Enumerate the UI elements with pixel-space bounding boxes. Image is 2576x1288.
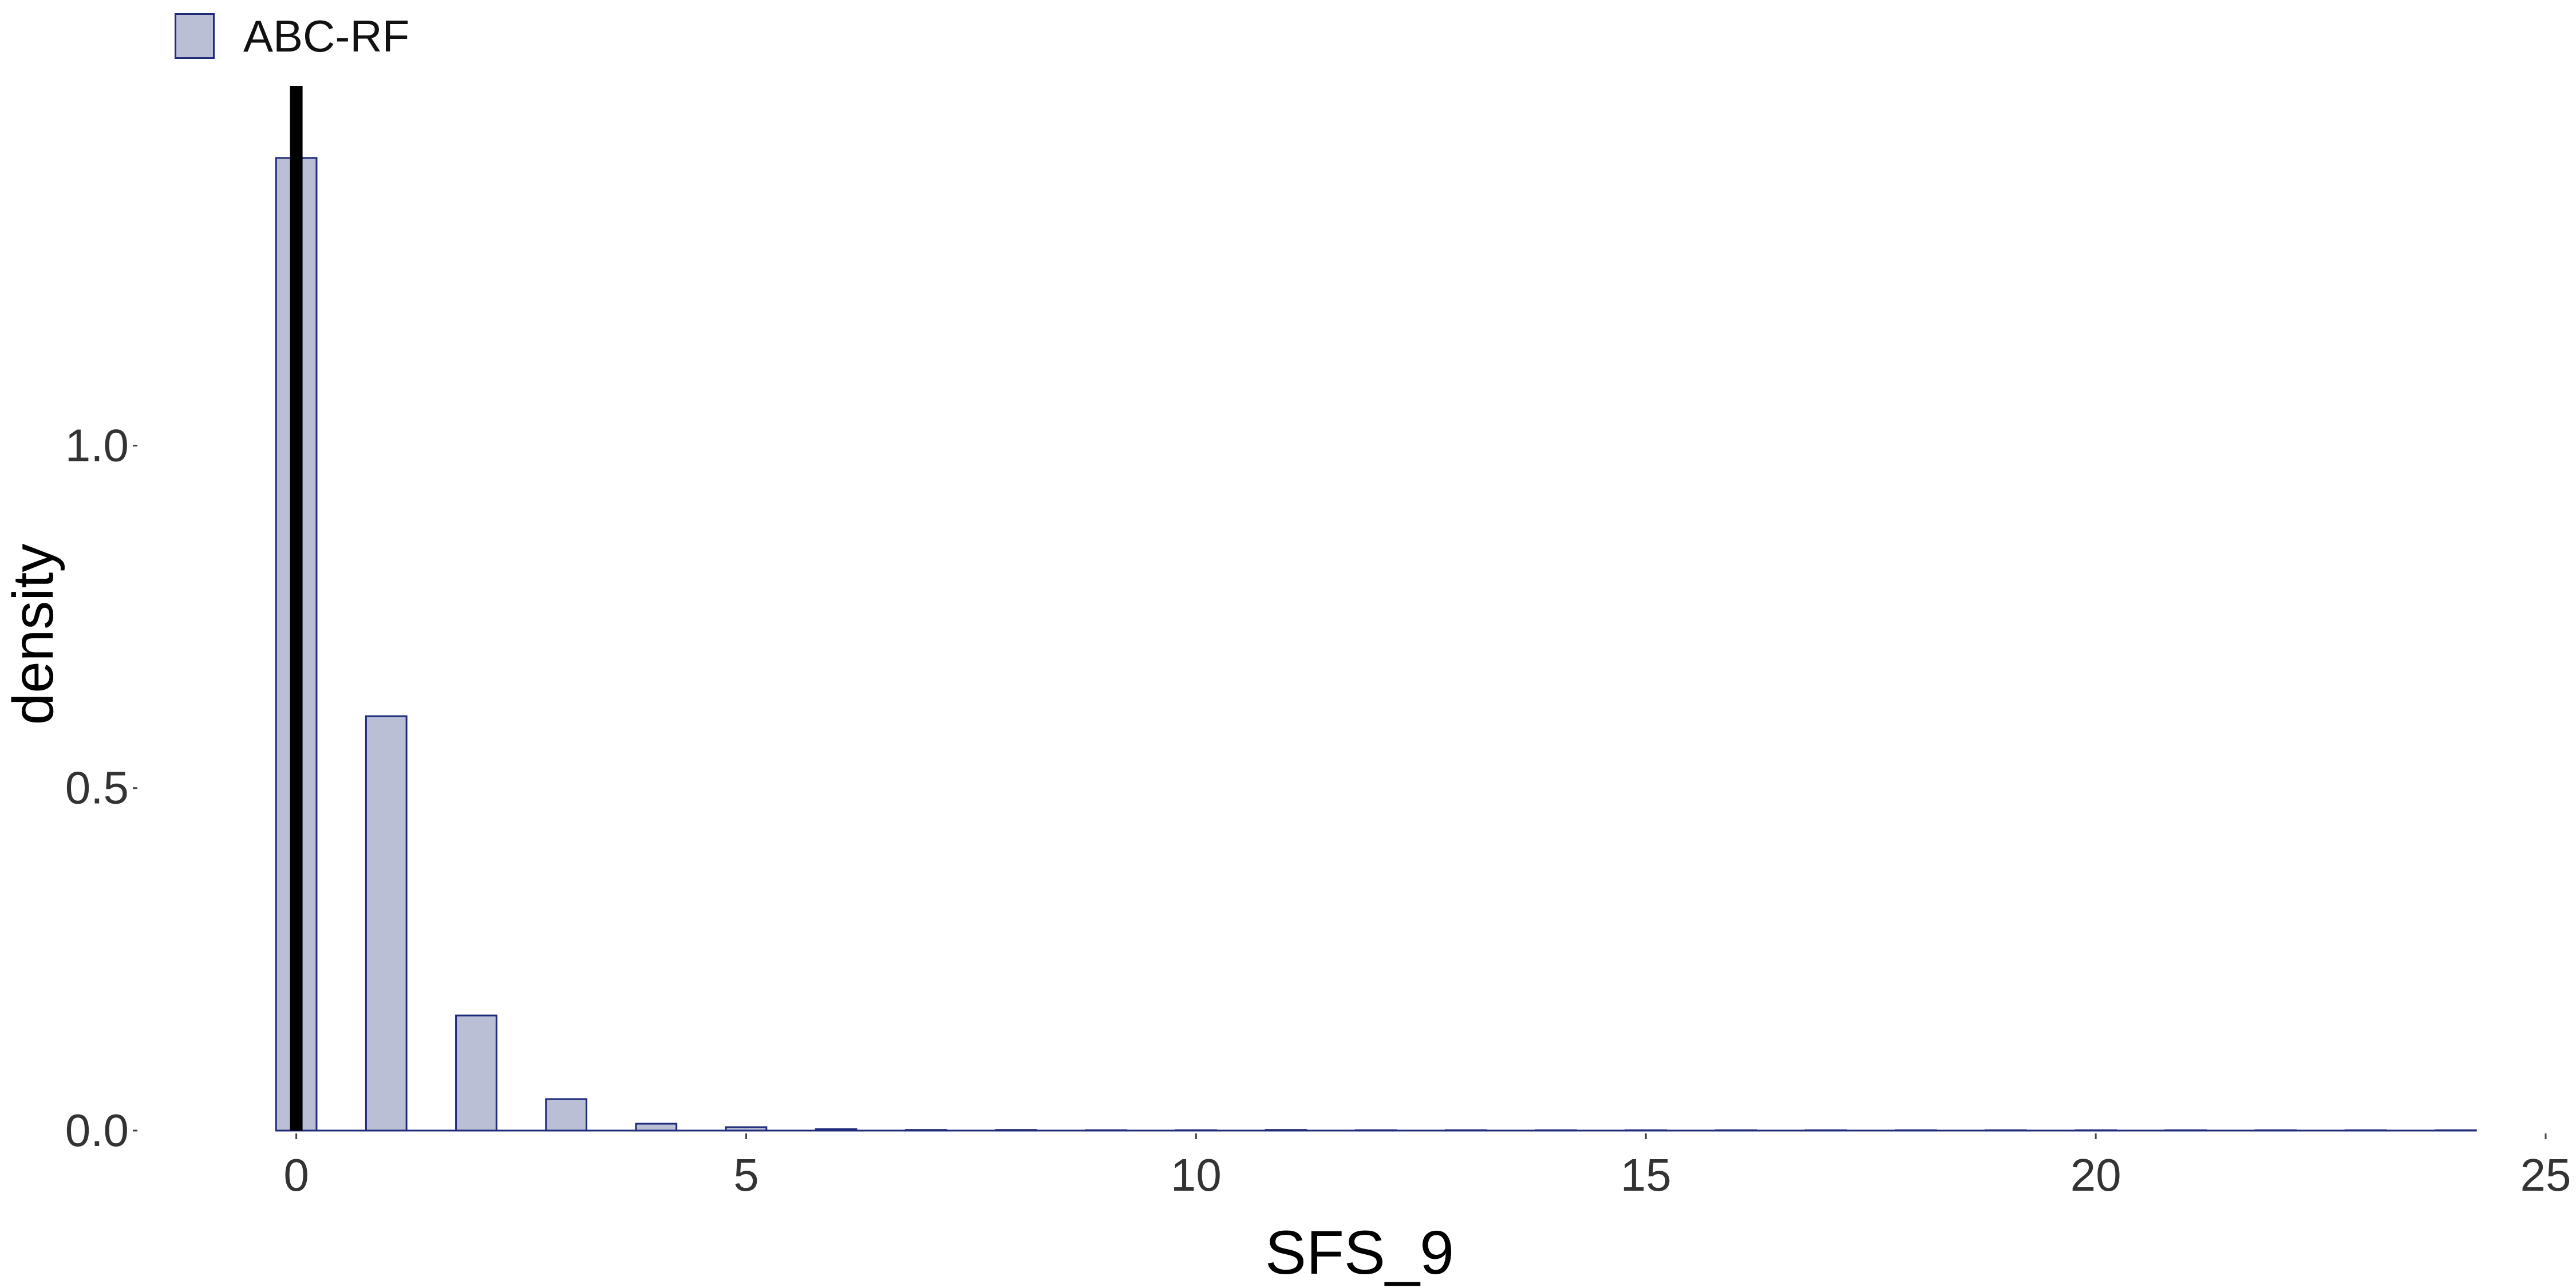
legend-label-abc-rf: ABC-RF: [243, 10, 410, 61]
x-axis-label: SFS_9: [1265, 1218, 1454, 1287]
legend-swatch-abc-rf: [175, 13, 215, 59]
x-tick-label: 5: [733, 1149, 759, 1200]
legend: ABC-RF: [175, 10, 409, 62]
bar-2: [455, 1014, 497, 1132]
x-tick-label: 0: [283, 1149, 309, 1200]
x-tick-label: 10: [1171, 1149, 1222, 1200]
y-axis-label: density: [1, 544, 65, 725]
x-tick-label: 20: [2071, 1149, 2121, 1200]
bar-3: [545, 1098, 587, 1132]
y-tick-label: 0.0: [65, 1105, 129, 1156]
x-tick-label: 15: [1621, 1149, 1672, 1200]
x-axis: 0 5 10 15 20 25: [283, 1133, 2571, 1200]
y-axis: 0.0 0.5 1.0: [65, 420, 137, 1156]
x-tick-label: 25: [2520, 1149, 2571, 1200]
bars-group: [275, 157, 2477, 1132]
y-tick-label: 0.5: [65, 762, 129, 813]
bar-4: [635, 1123, 678, 1132]
y-tick-label: 1.0: [65, 420, 129, 471]
bar-1: [365, 715, 408, 1132]
